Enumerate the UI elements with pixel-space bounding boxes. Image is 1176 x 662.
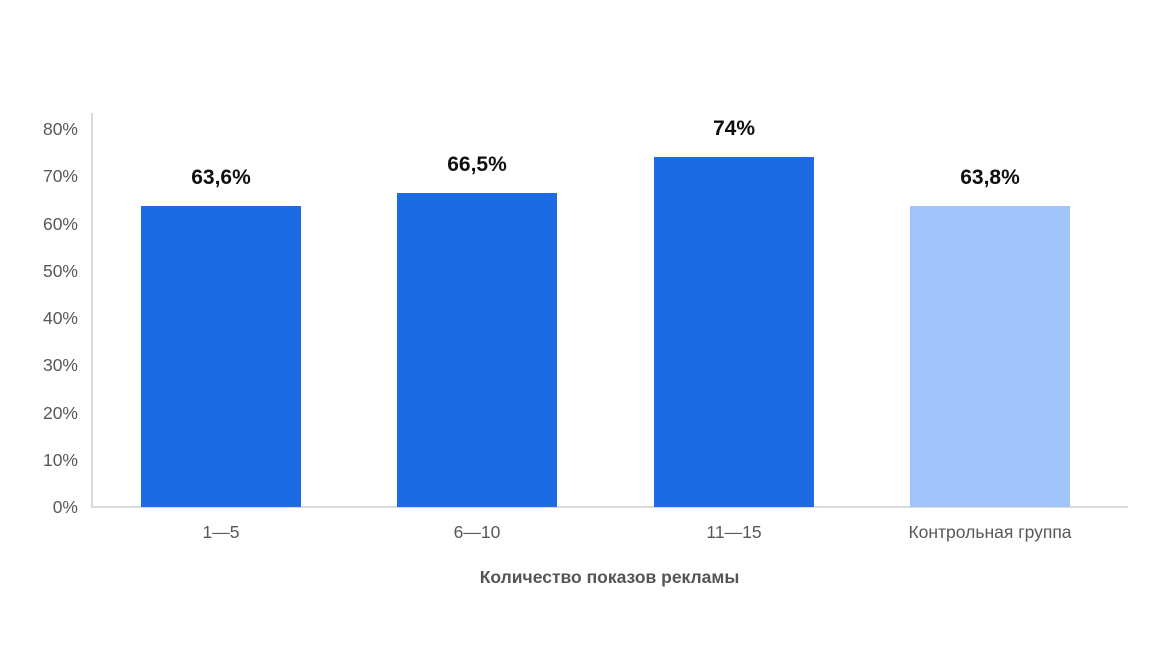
bar-3	[654, 157, 814, 507]
y-tick-label: 20%	[42, 402, 78, 423]
x-tick-label: 6—10	[453, 522, 501, 542]
y-tick-label: 40%	[42, 308, 78, 328]
y-tick-label: 0%	[52, 497, 78, 517]
x-axis-title: Количество показов рекламы	[479, 567, 740, 587]
bar-value-label: 74%	[712, 117, 756, 141]
bar-1	[141, 206, 301, 507]
y-axis-line	[91, 113, 93, 508]
bar-value-label: 63,8%	[960, 165, 1020, 189]
x-tick-label: 11—15	[706, 522, 762, 542]
bar-4	[910, 205, 1070, 507]
bar-value-label: 66,5%	[447, 152, 507, 176]
x-axis-line	[91, 506, 1128, 508]
y-tick-label: 70%	[42, 166, 78, 187]
y-tick-label: 80%	[42, 119, 78, 139]
bar-2	[397, 192, 557, 507]
y-tick-label: 10%	[42, 449, 78, 470]
x-tick-label: 1—5	[202, 522, 240, 542]
y-tick-label: 30%	[42, 355, 78, 376]
bar-value-label: 63,6%	[191, 166, 251, 190]
y-tick-label: 50%	[42, 260, 78, 281]
y-tick-label: 60%	[42, 213, 78, 234]
x-tick-label: Контрольная группа	[908, 522, 1072, 542]
